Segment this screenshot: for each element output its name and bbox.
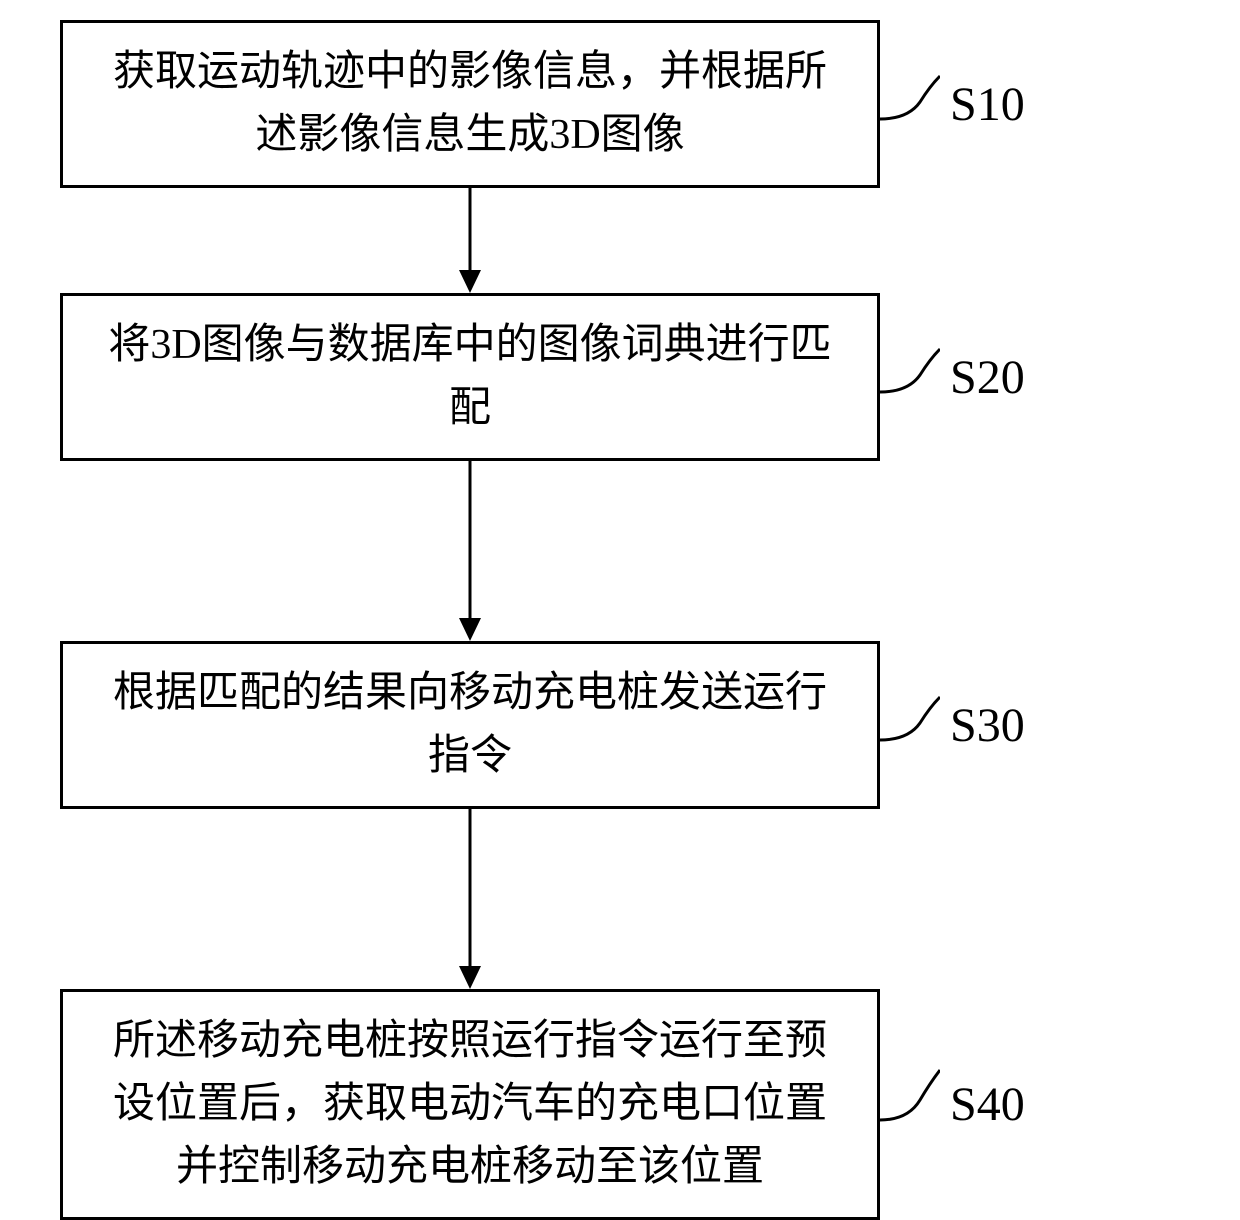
step-box-s30: 根据匹配的结果向移动充电桩发送运行指令: [60, 641, 880, 809]
connector-s10: [880, 64, 940, 144]
arrow-icon: [450, 188, 490, 293]
flowchart-container: 获取运动轨迹中的影像信息，并根据所述影像信息生成3D图像 S10 将3D图像与数…: [60, 20, 1180, 1220]
step-label-s10: S10: [950, 77, 1025, 132]
step-text: 将3D图像与数据库中的图像词典进行匹配: [93, 314, 847, 440]
step-row-s30: 根据匹配的结果向移动充电桩发送运行指令 S30: [60, 641, 1180, 809]
arrow-wrap-3: [60, 809, 880, 989]
arrow-icon: [450, 461, 490, 641]
step-label-s30: S30: [950, 698, 1025, 753]
step-box-s10: 获取运动轨迹中的影像信息，并根据所述影像信息生成3D图像: [60, 20, 880, 188]
step-box-s20: 将3D图像与数据库中的图像词典进行匹配: [60, 293, 880, 461]
connector-s20: [880, 337, 940, 417]
arrow-wrap-1: [60, 188, 880, 293]
step-text: 获取运动轨迹中的影像信息，并根据所述影像信息生成3D图像: [93, 41, 847, 167]
arrow-wrap-2: [60, 461, 880, 641]
step-label-s20: S20: [950, 350, 1025, 405]
step-row-s10: 获取运动轨迹中的影像信息，并根据所述影像信息生成3D图像 S10: [60, 20, 1180, 188]
arrow-icon: [450, 809, 490, 989]
connector-s30: [880, 685, 940, 765]
step-text: 根据匹配的结果向移动充电桩发送运行指令: [93, 662, 847, 788]
step-row-s20: 将3D图像与数据库中的图像词典进行匹配 S20: [60, 293, 1180, 461]
